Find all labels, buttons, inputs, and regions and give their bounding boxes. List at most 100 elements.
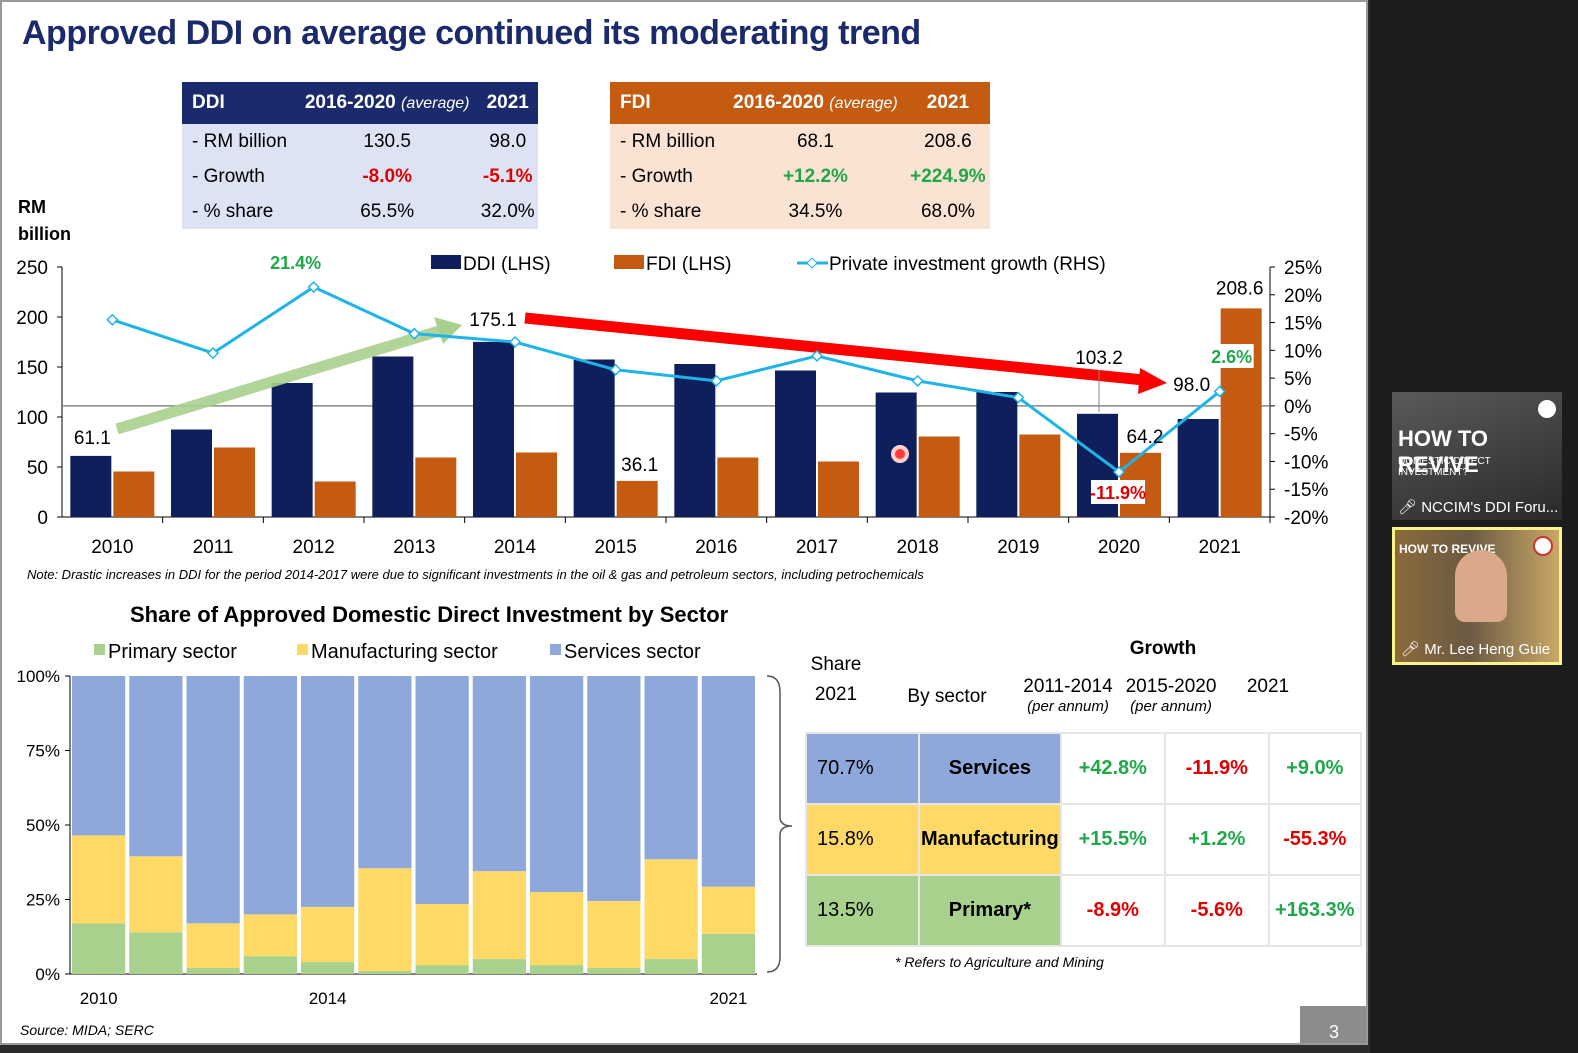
ddi-row-avg: 130.5: [363, 130, 411, 152]
fdi-bar: [214, 447, 255, 517]
y-axis-label: RM: [18, 197, 46, 217]
x-tick-label: 2014: [494, 537, 537, 558]
ddi-row-2021: -5.1%: [482, 165, 533, 187]
growth-marker: [1012, 391, 1025, 404]
growth-cell: -5.6%: [1163, 874, 1270, 947]
growth-col1-header: 2011-2014 (per annum): [1023, 676, 1113, 715]
y2-tick-label: 10%: [1284, 341, 1322, 362]
ddi-bar: [1177, 419, 1219, 517]
ddi-row-label: - RM billion: [192, 130, 288, 152]
poster-image: HOW TO REVIVE: [1395, 530, 1559, 662]
fdi-row-label: - RM billion: [620, 130, 716, 152]
growth-marker: [508, 335, 522, 349]
legend-label: FDI (LHS): [646, 254, 732, 275]
ddi-bar: [70, 455, 112, 517]
fdi-bar: [918, 436, 960, 517]
y2-tick-label: 20%: [1284, 286, 1322, 307]
services-segment: [358, 676, 412, 869]
by-sector-header: By sector: [907, 686, 987, 707]
mic-muted-icon: 🎤︎: [1398, 499, 1418, 516]
primary-segment: [472, 959, 526, 974]
fdi-row-avg: 34.5%: [788, 200, 843, 222]
fdi-row-label: - % share: [620, 200, 702, 222]
y-tick-label: 200: [16, 308, 48, 329]
fdi-bar: [1019, 434, 1061, 517]
fdi-row-2021: 208.6: [924, 130, 972, 152]
participants-panel: [1370, 0, 1578, 1053]
primary-segment: [186, 968, 240, 974]
y-axis-label: billion: [18, 224, 71, 244]
ddi-bar: [573, 359, 615, 517]
poster-subtext: DOMESTIC DIRECT INVESTMENT?: [1398, 456, 1491, 478]
legend-label: Private investment growth (RHS): [829, 254, 1106, 275]
fdi-row-label: - Growth: [620, 165, 693, 187]
fdi-bar: [818, 461, 859, 517]
bracket: [766, 675, 793, 973]
sector-cell: Services: [918, 732, 1062, 805]
data-label: 208.6: [1216, 278, 1264, 299]
sector-cell: Manufacturing: [918, 803, 1062, 876]
participant-tile-active[interactable]: HOW TO REVIVE 🎤︎ Mr. Lee Heng Guie: [1392, 527, 1562, 665]
poster-image: HOW TO REVIVE DOMESTIC DIRECT INVESTMENT…: [1392, 392, 1562, 520]
sector-share-chart: 0% 25% 50% 75% 100% 2010 2014 2021 Primary secto…: [17, 641, 793, 1008]
share-chart-title: Share of Approved Domestic Direct Invest…: [130, 602, 729, 627]
services-segment: [129, 676, 183, 857]
sector-footnote: * Refers to Agriculture and Mining: [895, 954, 1104, 970]
ddi-bar: [271, 383, 313, 517]
fdi-header-avg: 2016-2020 (average): [725, 82, 906, 124]
y2-tick-label: -5%: [1284, 425, 1318, 446]
manufacturing-segment: [415, 903, 469, 966]
growth-header: Growth: [1129, 638, 1197, 659]
ddi-bar: [372, 356, 414, 517]
y-tick-label: 150: [16, 358, 48, 379]
ddi-row-avg: 65.5%: [360, 200, 415, 222]
ddi-bar: [976, 392, 1018, 517]
services-segment: [472, 676, 526, 872]
manufacturing-segment: [701, 886, 755, 934]
primary-segment: [72, 923, 126, 974]
legend-manufacturing-swatch: [297, 644, 308, 655]
share-header: Share 2021: [810, 654, 862, 705]
ddi-bar: [171, 429, 212, 517]
legend-swatch-fdi: [614, 255, 644, 269]
downtrend-arrowhead: [1138, 368, 1167, 394]
fdi-bar: [113, 471, 155, 517]
growth-marker: [609, 363, 622, 376]
x-tick-label: 2010: [80, 989, 118, 1008]
y-tick-label: 250: [16, 258, 48, 279]
legend-label: DDI (LHS): [463, 254, 551, 275]
ddi-bar: [674, 364, 716, 517]
data-label: 61.1: [74, 428, 111, 449]
fdi-row-avg: 68.1: [796, 130, 834, 152]
primary-segment: [530, 965, 584, 974]
participant-tile[interactable]: HOW TO REVIVE DOMESTIC DIRECT INVESTMENT…: [1392, 392, 1562, 520]
y2-tick-label: -10%: [1284, 452, 1328, 473]
y2-tick-label: -20%: [1284, 508, 1328, 529]
legend-marker-growth: [806, 257, 818, 269]
y-tick-label: 100%: [17, 667, 60, 686]
growth-cell: -8.9%: [1059, 874, 1166, 947]
manufacturing-segment: [644, 859, 698, 960]
ddi-row-label: - % share: [192, 200, 274, 222]
downtrend-arrow: [524, 312, 1145, 386]
y-tick-label: 0: [37, 508, 48, 529]
slide-title: Approved DDI on average continued its mo…: [22, 14, 921, 52]
y2-tick-label: 25%: [1284, 258, 1322, 279]
primary-segment: [701, 933, 755, 974]
x-tick-label: 2021: [1199, 537, 1241, 558]
participant-name: 🎤︎ NCCIM's DDI Foru...: [1398, 499, 1559, 516]
ddi-header-2021: 2021: [477, 82, 538, 124]
fdi-bar: [616, 480, 658, 517]
data-label: 98.0: [1173, 375, 1210, 396]
logo-icon: [1533, 536, 1553, 556]
y-tick-label: 0%: [35, 965, 60, 984]
ddi-row-2021: 32.0%: [480, 200, 535, 222]
services-segment: [587, 676, 641, 901]
primary-segment: [644, 959, 698, 974]
fdi-bar: [717, 457, 759, 517]
growth-col3-header: 2021: [1246, 676, 1290, 697]
ddi-summary-table: DDI 2016-2020 (average) 2021 - RM billio…: [182, 82, 538, 229]
growth-marker: [710, 374, 723, 387]
ddi-bar: [775, 370, 816, 517]
ddi-row-label: - Growth: [192, 165, 265, 187]
